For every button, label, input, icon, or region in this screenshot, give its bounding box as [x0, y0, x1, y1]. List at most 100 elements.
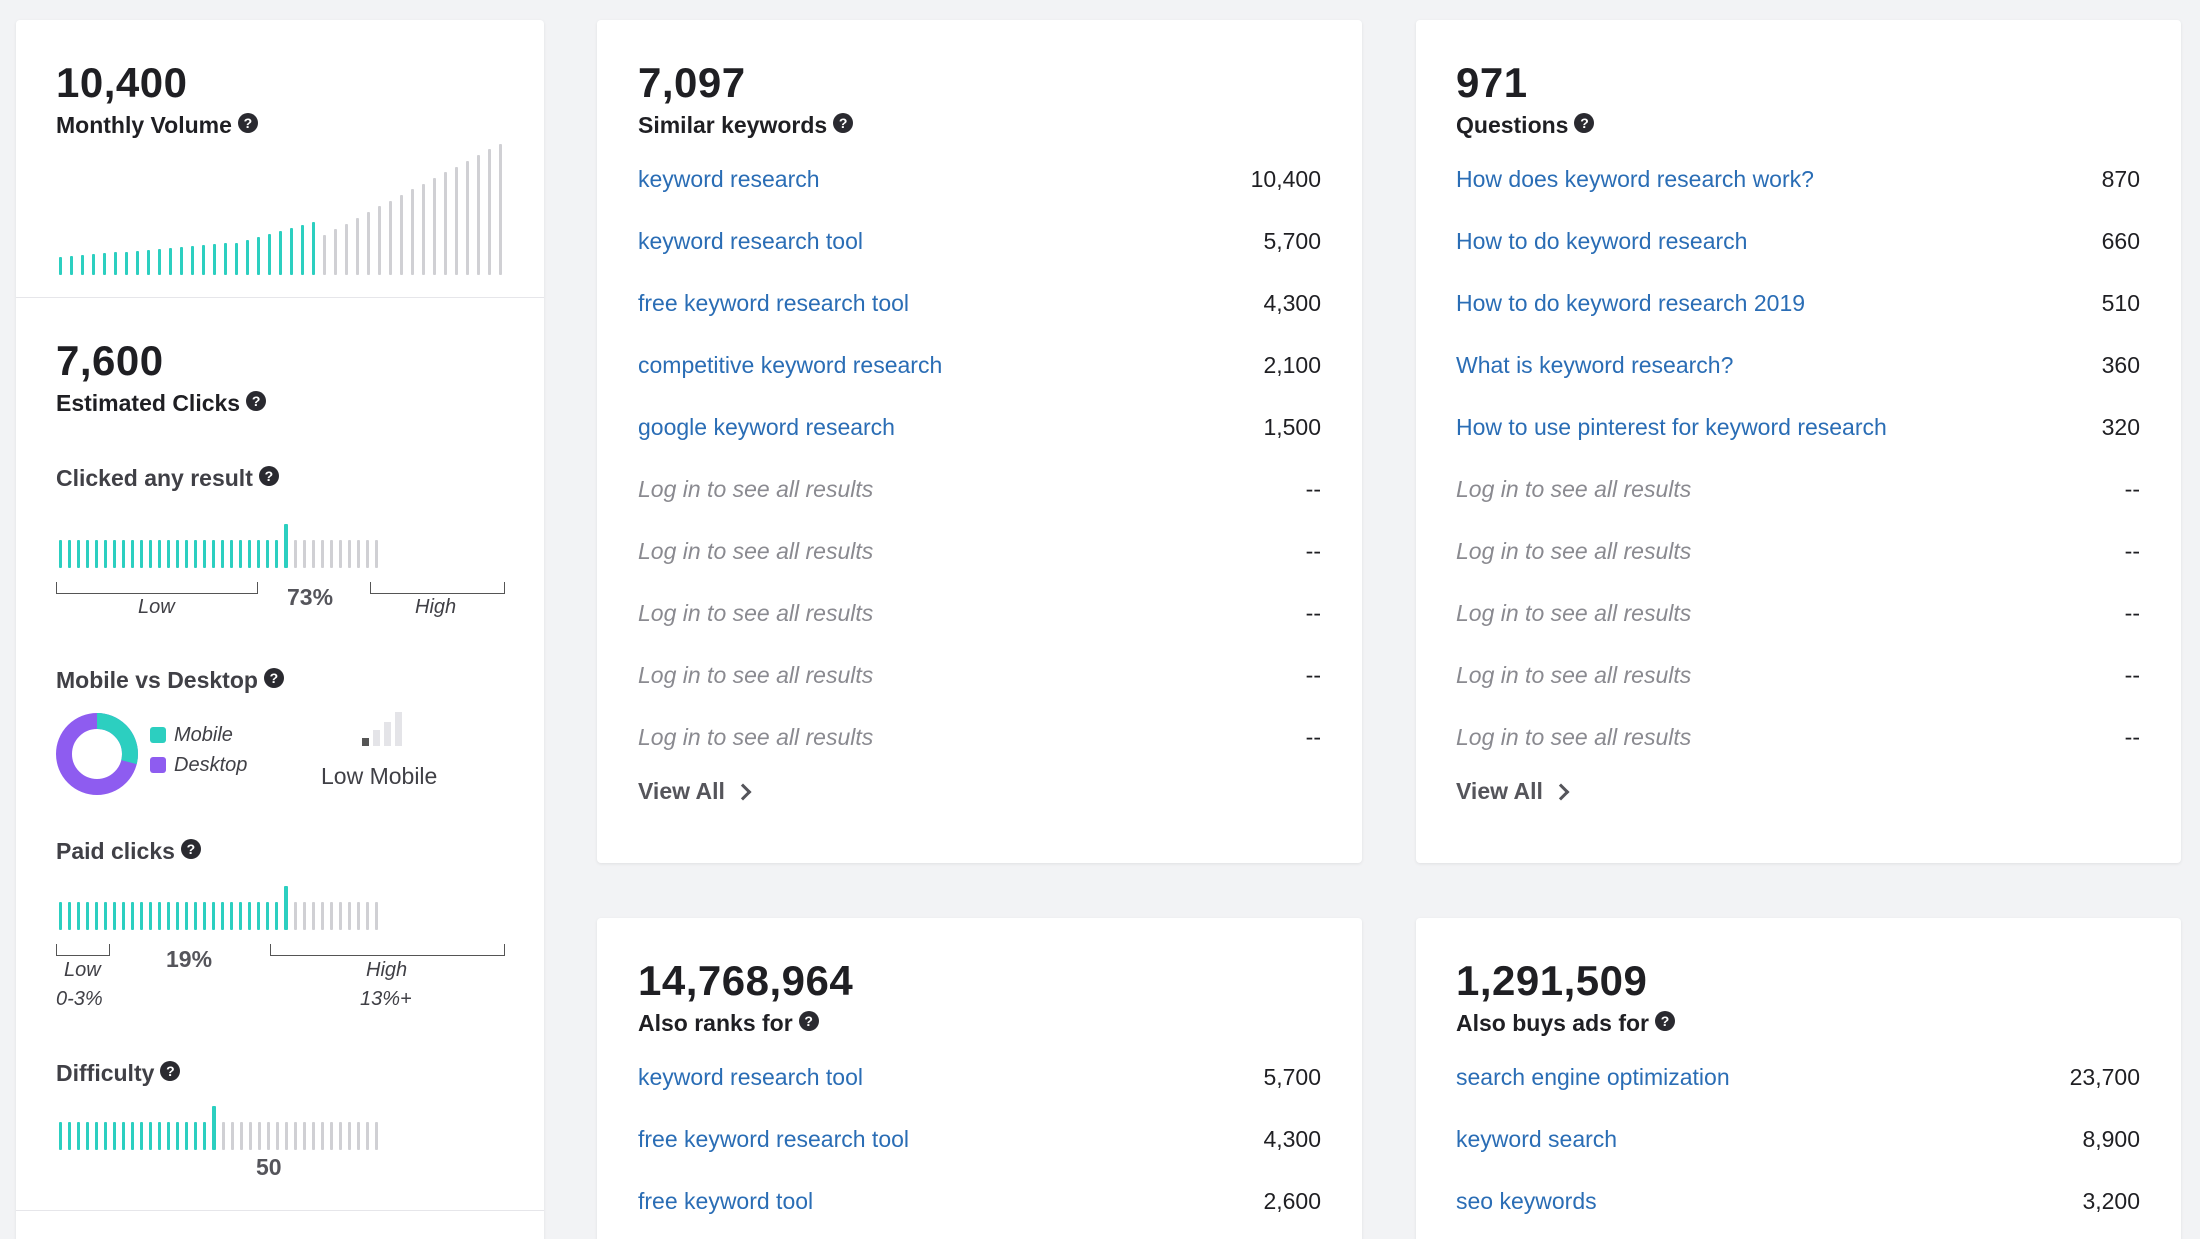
volume-bar	[180, 247, 183, 275]
keyword-link[interactable]: keyword research tool	[638, 1063, 863, 1090]
volume-bar	[279, 231, 282, 275]
also-ranks-count: 14,768,964	[638, 957, 854, 1004]
keyword-row[interactable]: How does keyword research work? 870	[1456, 148, 2140, 210]
volume-bar	[103, 253, 106, 275]
keyword-link[interactable]: keyword research	[638, 165, 820, 192]
keyword-row[interactable]: How to do keyword research 2019 510	[1456, 272, 2140, 334]
meter-bar	[131, 540, 134, 568]
meter-bar	[176, 902, 179, 930]
keyword-row: Log in to see all results --	[1456, 520, 2140, 582]
similar-keywords-card: 7,097 Similar keywords ? keyword researc…	[597, 20, 1362, 863]
volume-bar	[202, 245, 205, 275]
question-circle-icon[interactable]: ?	[160, 1060, 181, 1081]
keyword-row[interactable]: free keyword research tool 4,300	[638, 1108, 1321, 1170]
question-circle-icon[interactable]: ?	[833, 112, 854, 133]
meter-bar	[275, 902, 278, 930]
keyword-link[interactable]: How to use pinterest for keyword researc…	[1456, 413, 1887, 440]
keyword-row[interactable]: seo keywords 3,200	[1456, 1170, 2140, 1232]
meter-bar	[77, 902, 80, 930]
meter-bar	[339, 1122, 342, 1150]
keyword-volume: --	[2124, 723, 2140, 750]
difficulty-label: Difficulty	[56, 1060, 155, 1086]
meter-bar	[312, 902, 315, 930]
keyword-link[interactable]: competitive keyword research	[638, 351, 943, 378]
paid-clicks-label: Paid clicks	[56, 838, 175, 864]
volume-bar	[444, 172, 447, 275]
meter-bar	[294, 1122, 297, 1150]
keyword-link[interactable]: free keyword tool	[638, 1187, 814, 1214]
mobile-rating: Low Mobile	[321, 763, 438, 789]
meter-bar	[86, 540, 89, 568]
keyword-link[interactable]: How to do keyword research	[1456, 227, 1748, 254]
view-all-similar-button[interactable]: View All	[638, 778, 1321, 805]
volume-bar	[400, 195, 403, 275]
also-buys-count: 1,291,509	[1456, 957, 1648, 1004]
keyword-row[interactable]: How to do keyword research 660	[1456, 210, 2140, 272]
keyword-row[interactable]: google keyword research 1,500	[638, 396, 1321, 458]
meter-bar	[176, 1122, 179, 1150]
meter-bar	[303, 902, 306, 930]
keyword-volume: --	[1305, 661, 1321, 688]
meter-bar	[149, 540, 152, 568]
meter-bar	[122, 540, 125, 568]
keyword-link[interactable]: seo keywords	[1456, 1187, 1597, 1214]
question-circle-icon[interactable]: ?	[1654, 1010, 1675, 1031]
keyword-link[interactable]: What is keyword research?	[1456, 351, 1734, 378]
view-all-questions-button[interactable]: View All	[1456, 778, 2140, 805]
volume-bar	[367, 212, 370, 275]
meter-bar	[266, 540, 269, 568]
keyword-row[interactable]: keyword research 10,400	[638, 148, 1321, 210]
meter-bar	[348, 1122, 351, 1150]
keyword-row[interactable]: keyword research tool 5,700	[638, 210, 1321, 272]
keyword-link[interactable]: How to do keyword research 2019	[1456, 289, 1806, 316]
keyword-row[interactable]: free keyword tool 2,600	[638, 1170, 1321, 1232]
volume-bar	[323, 235, 326, 275]
low-range-label: 0-3%	[56, 988, 103, 1010]
locked-result-text: Log in to see all results	[638, 599, 874, 626]
keyword-row[interactable]: search engine optimization 23,700	[1456, 1046, 2140, 1108]
keyword-row[interactable]: keyword search 8,900	[1456, 1108, 2140, 1170]
keyword-link[interactable]: free keyword research tool	[638, 1125, 910, 1152]
keyword-row: Log in to see all results --	[638, 458, 1321, 520]
keyword-volume: 3,200	[2082, 1187, 2140, 1214]
question-circle-icon[interactable]: ?	[246, 390, 267, 411]
question-circle-icon[interactable]: ?	[180, 838, 201, 859]
locked-result-text: Log in to see all results	[1456, 599, 1692, 626]
meter-bar	[239, 902, 242, 930]
question-circle-icon[interactable]: ?	[1574, 112, 1595, 133]
meter-bar	[357, 902, 360, 930]
keyword-row[interactable]: What is keyword research? 360	[1456, 334, 2140, 396]
volume-bar	[455, 167, 458, 275]
keyword-row: Log in to see all results --	[1456, 582, 2140, 644]
keyword-volume: --	[1305, 475, 1321, 502]
volume-bar	[433, 178, 436, 275]
volume-bar	[477, 155, 480, 275]
question-circle-icon[interactable]: ?	[237, 112, 258, 133]
meter-bar	[366, 902, 369, 930]
high-label: High	[415, 596, 457, 618]
meter-bar	[59, 1122, 62, 1150]
volume-bar	[125, 252, 128, 275]
keyword-row[interactable]: free keyword research tool 4,300	[638, 272, 1321, 334]
keyword-volume: 870	[2101, 165, 2140, 192]
keyword-link[interactable]: How does keyword research work?	[1456, 165, 1814, 192]
volume-bar	[466, 161, 469, 275]
keyword-row[interactable]: competitive keyword research 2,100	[638, 334, 1321, 396]
difficulty-meter	[59, 1105, 384, 1150]
volume-bar	[422, 184, 425, 275]
question-circle-icon[interactable]: ?	[263, 667, 284, 688]
keyword-row[interactable]: keyword research tool 5,700	[638, 1046, 1321, 1108]
volume-bar	[169, 248, 172, 275]
volume-bar	[499, 144, 502, 275]
meter-bar	[348, 902, 351, 930]
keyword-link[interactable]: keyword research tool	[638, 227, 863, 254]
question-circle-icon[interactable]: ?	[258, 465, 279, 486]
keyword-link[interactable]: free keyword research tool	[638, 289, 910, 316]
question-circle-icon[interactable]: ?	[798, 1010, 819, 1031]
keyword-row[interactable]: How to use pinterest for keyword researc…	[1456, 396, 2140, 458]
meter-bar	[266, 902, 269, 930]
volume-bar	[213, 244, 216, 275]
keyword-link[interactable]: keyword search	[1456, 1125, 1618, 1152]
keyword-link[interactable]: google keyword research	[638, 413, 895, 440]
keyword-link[interactable]: search engine optimization	[1456, 1063, 1730, 1090]
